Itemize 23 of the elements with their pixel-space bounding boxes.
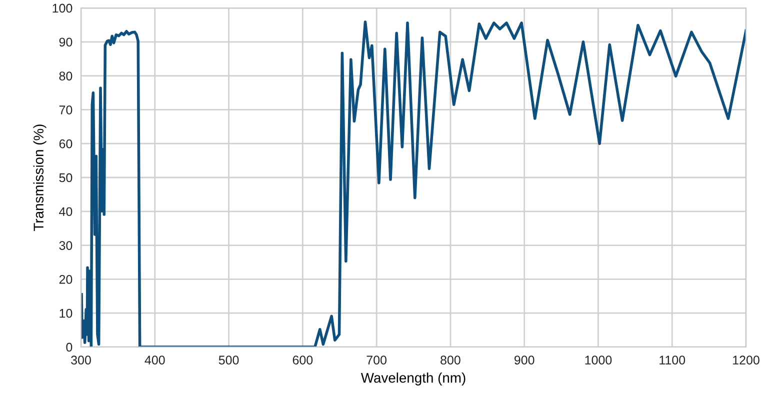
y-tick-label: 10 (60, 308, 72, 318)
x-tick-label: 300 (71, 356, 91, 365)
x-tick-label: 1200 (733, 356, 760, 365)
x-tick-label: 400 (144, 356, 165, 365)
x-tick-label: 1100 (660, 356, 686, 365)
x-axis-title: Wavelength (nm) (360, 372, 466, 386)
y-tick-label: 70 (59, 106, 72, 114)
y-tick-label: 60 (59, 139, 72, 148)
x-tick-label: 700 (366, 356, 386, 365)
x-tick-label: 600 (292, 356, 313, 365)
y-tick-label: 30 (59, 241, 72, 250)
y-tick-label: 20 (59, 275, 72, 284)
y-tick-label: 40 (59, 207, 72, 216)
x-tick-label: 1000 (585, 356, 612, 365)
y-tick-label: 0 (66, 342, 72, 352)
y-tick-label: 100 (52, 4, 72, 13)
x-tick-label: 800 (440, 356, 460, 365)
y-axis-title: Transmission (%) (33, 124, 46, 231)
y-tick-label: 50 (59, 173, 72, 182)
x-tick-label: 500 (218, 356, 239, 365)
x-tick-label: 900 (514, 356, 534, 365)
y-tick-label: 90 (59, 38, 72, 47)
y-tick-label: 80 (59, 72, 72, 80)
